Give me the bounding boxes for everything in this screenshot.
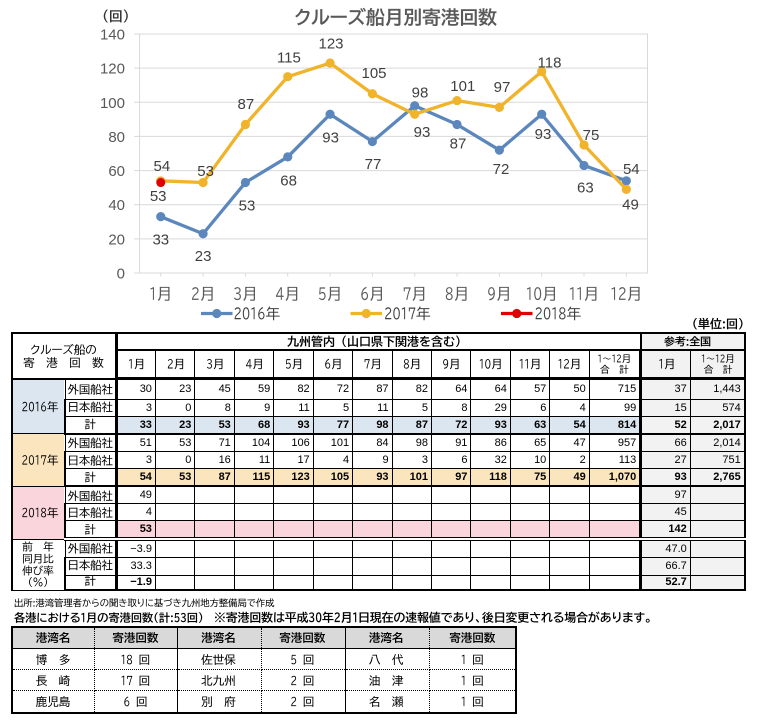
svg-text:54: 54 — [154, 158, 171, 175]
svg-text:120: 120 — [100, 61, 125, 78]
svg-text:77: 77 — [365, 156, 382, 173]
svg-text:105: 105 — [361, 65, 386, 82]
svg-text:63: 63 — [577, 179, 594, 196]
svg-text:97: 97 — [494, 79, 511, 96]
svg-text:23: 23 — [195, 248, 212, 265]
svg-text:53: 53 — [150, 188, 167, 205]
svg-text:0: 0 — [117, 265, 125, 282]
svg-text:68: 68 — [280, 172, 297, 189]
svg-text:80: 80 — [108, 129, 125, 146]
svg-text:49: 49 — [622, 196, 639, 213]
svg-text:93: 93 — [322, 129, 339, 146]
svg-text:75: 75 — [583, 127, 600, 144]
svg-text:98: 98 — [412, 84, 429, 101]
svg-text:87: 87 — [238, 96, 255, 113]
svg-text:33: 33 — [152, 231, 169, 248]
svg-text:123: 123 — [318, 36, 343, 53]
svg-text:54: 54 — [623, 161, 640, 178]
svg-text:93: 93 — [535, 126, 552, 143]
svg-text:60: 60 — [108, 163, 125, 180]
svg-text:87: 87 — [450, 135, 467, 152]
svg-text:53: 53 — [239, 198, 256, 215]
svg-text:140: 140 — [100, 26, 125, 43]
svg-text:40: 40 — [108, 197, 125, 214]
svg-text:118: 118 — [538, 54, 562, 71]
svg-text:93: 93 — [414, 124, 431, 141]
svg-text:20: 20 — [108, 231, 125, 248]
svg-text:115: 115 — [277, 50, 301, 67]
svg-text:101: 101 — [450, 78, 475, 95]
svg-text:53: 53 — [197, 163, 214, 180]
svg-text:72: 72 — [493, 161, 510, 178]
svg-text:100: 100 — [100, 95, 125, 112]
